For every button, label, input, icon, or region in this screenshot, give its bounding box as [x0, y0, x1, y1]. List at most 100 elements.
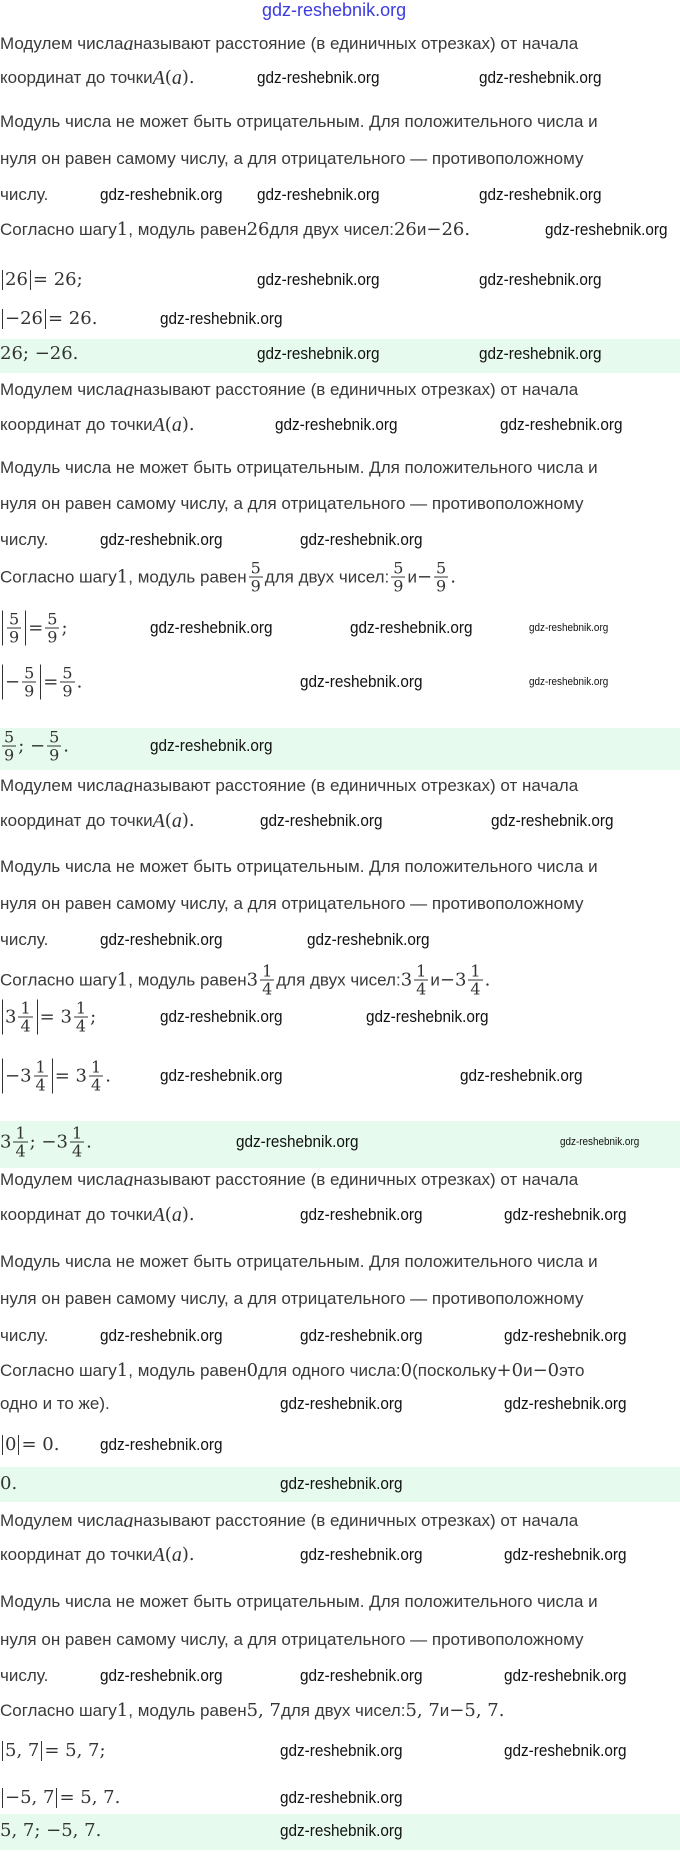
- text-run: нуля он равен самому числу, а для отрица…: [0, 149, 584, 168]
- text-run: это: [559, 1361, 585, 1380]
- text-run: нуля он равен самому числу, а для отрица…: [0, 1630, 584, 1649]
- text-run: одно и то же).: [0, 1394, 110, 1413]
- absolute-value: 26: [2, 270, 31, 290]
- definition-line: Модуль числа не может быть отрицательным…: [0, 458, 598, 478]
- absolute-value: −5 9: [2, 664, 42, 700]
- math-run: +0: [496, 1360, 524, 1381]
- watermark: gdz-reshebnik.org: [300, 1545, 423, 1564]
- math-run: = 0.: [21, 1434, 60, 1455]
- math-run: −26: [5, 308, 43, 329]
- watermark: gdz-reshebnik.org: [529, 676, 609, 688]
- math-run: 0: [246, 1360, 259, 1381]
- math-run: 3: [0, 1131, 12, 1152]
- text-run: нуля он равен самому числу, а для отрица…: [0, 894, 584, 913]
- fraction-denominator: 9: [436, 576, 447, 596]
- fraction-denominator: 4: [416, 979, 427, 999]
- fraction-denominator: 4: [35, 1075, 46, 1095]
- math-run: (: [164, 1204, 172, 1225]
- watermark: gdz-reshebnik.org: [460, 1066, 583, 1085]
- text-run: числу.: [0, 930, 49, 949]
- math-run: .: [450, 566, 456, 587]
- absolute-value: −3 1 4: [2, 1058, 53, 1095]
- math-run: .: [105, 1065, 111, 1086]
- watermark: gdz-reshebnik.org: [150, 618, 273, 637]
- math-variable: a: [171, 810, 182, 832]
- text-run: , модуль равен: [128, 1361, 247, 1380]
- site-watermark-link[interactable]: gdz-reshebnik.org: [262, 0, 407, 20]
- math-run: = 3: [54, 1065, 87, 1086]
- answer-line: 5 9; −5 9.: [0, 729, 69, 764]
- definition-line: числу.: [0, 1326, 48, 1346]
- text-run: координат до точки: [0, 1545, 153, 1564]
- math-run: 5, 7; −5, 7.: [0, 1820, 102, 1841]
- math-run: = 26;: [32, 269, 83, 290]
- math-run: ; −3: [29, 1131, 68, 1152]
- text-run: координат до точки: [0, 415, 153, 434]
- text-run: Согласно шагу: [0, 1701, 117, 1720]
- math-run: (: [164, 67, 172, 88]
- fraction-denominator: 4: [71, 1141, 83, 1161]
- text-run: координат до точки: [0, 811, 153, 830]
- fraction-numerator: 5: [47, 727, 62, 747]
- text-run: для двух чисел:: [269, 220, 394, 239]
- text-run: , модуль равен: [128, 1701, 247, 1720]
- definition-line: координат до точки A(a).: [0, 67, 195, 89]
- fraction-numerator: 1: [468, 961, 483, 981]
- definition-line: нуля он равен самому числу, а для отрица…: [0, 894, 583, 914]
- text-run: Модулем числа: [0, 1170, 124, 1189]
- definition-line: Модуль числа не может быть отрицательным…: [0, 1252, 598, 1272]
- fraction-numerator: 1: [18, 998, 33, 1018]
- text-run: (поскольку: [412, 1361, 497, 1380]
- math-run: 1: [116, 566, 129, 587]
- fraction-denominator: 9: [49, 745, 60, 765]
- definition-line: Модулем числа a называют расстояние (в е…: [0, 380, 578, 400]
- watermark: gdz-reshebnik.org: [300, 1205, 423, 1224]
- watermark: gdz-reshebnik.org: [236, 1132, 359, 1151]
- text-run: Модулем числа: [0, 776, 124, 795]
- math-run: ).: [181, 67, 195, 88]
- watermark: gdz-reshebnik.org: [160, 1066, 283, 1085]
- definition-line: Модулем числа a называют расстояние (в е…: [0, 34, 578, 54]
- fraction-numerator: 1: [260, 961, 275, 981]
- math-run: 1: [116, 219, 129, 240]
- definition-line: нуля он равен самому числу, а для отрица…: [0, 1289, 583, 1309]
- absolute-value: −5, 7: [2, 1788, 58, 1808]
- math-run: .: [63, 735, 69, 756]
- text-run: Согласно шагу: [0, 1361, 117, 1380]
- text-run: и: [523, 1361, 533, 1380]
- definition-line: нуля он равен самому числу, а для отрица…: [0, 149, 583, 169]
- math-variable: a: [171, 1204, 182, 1226]
- math-variable: a: [123, 379, 134, 401]
- watermark: gdz-reshebnik.org: [280, 1474, 403, 1493]
- math-run: = 5, 7;: [44, 1740, 106, 1761]
- watermark: gdz-reshebnik.org: [160, 1007, 283, 1026]
- math-run: 5, 7: [246, 1700, 281, 1721]
- definition-line: нуля он равен самому числу, а для отрица…: [0, 494, 583, 514]
- math-run: 3: [400, 969, 413, 990]
- math-run: (: [164, 1544, 172, 1565]
- equation-line: 5, 7 = 5, 7;: [0, 1741, 106, 1761]
- watermark: gdz-reshebnik.org: [560, 1136, 640, 1148]
- math-run: 1: [116, 969, 129, 990]
- math-variable: A: [152, 810, 165, 832]
- fraction-denominator: 4: [262, 979, 273, 999]
- math-variable: A: [152, 1544, 165, 1566]
- watermark: gdz-reshebnik.org: [257, 344, 380, 363]
- math-run: 26; −26.: [0, 343, 79, 364]
- text-run: Согласно шагу: [0, 970, 117, 989]
- math-run: 26: [246, 219, 270, 240]
- math-variable: A: [152, 67, 165, 89]
- equation-line: 26 = 26;: [0, 270, 83, 290]
- answer-line: 0.: [0, 1474, 17, 1494]
- text-run: для двух чисел:: [280, 1701, 406, 1720]
- math-run: −: [416, 566, 433, 587]
- text-run: координат до точки: [0, 68, 153, 87]
- text-run: , модуль равен: [128, 567, 247, 586]
- watermark: gdz-reshebnik.org: [504, 1741, 627, 1760]
